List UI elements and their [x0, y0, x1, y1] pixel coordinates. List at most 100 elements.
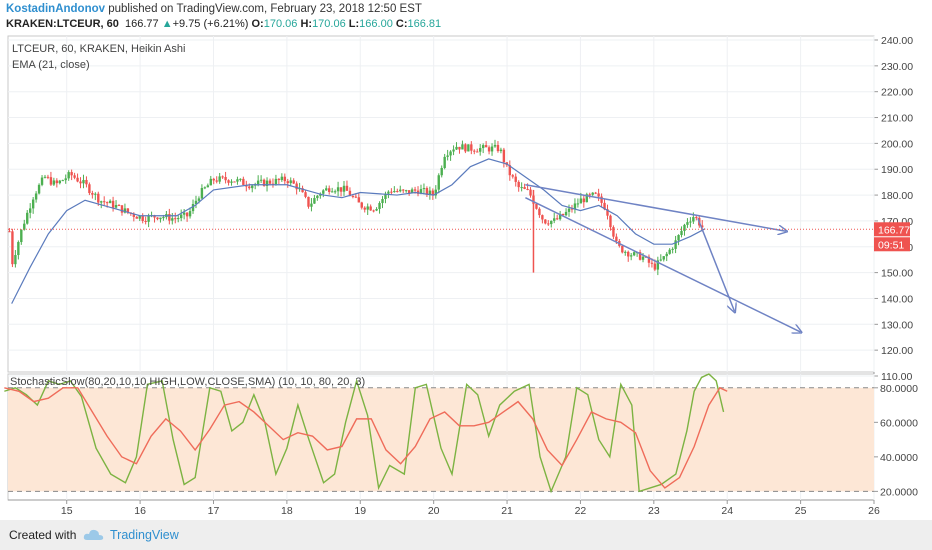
publish-text: published on TradingView.com, February 2…: [108, 3, 422, 15]
candle-body: [351, 195, 355, 197]
candle-body: [665, 253, 668, 257]
candle-body: [653, 263, 657, 270]
y-tick-label: 220.00: [881, 87, 913, 99]
candle-body: [606, 209, 609, 216]
candle-body: [567, 208, 571, 212]
candle-body: [659, 259, 662, 261]
candle-body: [523, 187, 526, 189]
tradingview-cloud-icon: [83, 529, 104, 540]
candle-body: [265, 180, 269, 186]
y-tick-label: 210.00: [881, 113, 913, 125]
candle-body: [328, 188, 331, 192]
candle-body: [520, 187, 523, 189]
candle-body: [171, 218, 174, 221]
candle-body: [162, 217, 165, 219]
x-tick-label: 25: [795, 505, 807, 517]
price-chart[interactable]: 240.00 230.00 220.00 210.00 200.00 190.00 180.…: [0, 0, 932, 520]
candle-body: [360, 202, 363, 208]
candle-body: [67, 172, 70, 179]
candle-body: [393, 191, 396, 193]
candle-body: [458, 146, 461, 150]
candle-body: [550, 220, 553, 225]
candle-body: [381, 199, 384, 204]
price-tag-label: 166.77: [878, 224, 910, 236]
candle-body: [588, 194, 591, 196]
candle-body: [609, 215, 612, 228]
triangle-up-icon: ▲: [161, 18, 173, 30]
footer-bar: Created with TradingView: [0, 520, 932, 550]
candle-body: [399, 189, 402, 192]
x-tick-label: 16: [134, 505, 146, 517]
candle-body: [496, 144, 500, 152]
candle-body: [600, 196, 603, 203]
candle-body: [615, 236, 618, 242]
candle-body: [147, 215, 150, 222]
candle-body: [535, 203, 538, 209]
candle-body: [490, 146, 494, 152]
candle-body: [97, 193, 100, 203]
candle-body: [138, 215, 141, 219]
candle-body: [280, 176, 284, 181]
candle-body: [76, 177, 79, 182]
candle-body: [179, 214, 183, 219]
y-tick-label: 240.00: [881, 35, 913, 47]
candle-body: [333, 191, 337, 193]
candle-body: [156, 217, 159, 220]
candle-body: [544, 219, 547, 224]
candle-body: [316, 195, 319, 199]
candle-body: [478, 148, 482, 152]
candle-body: [236, 179, 239, 182]
candle-body: [141, 215, 144, 221]
candle-body: [159, 217, 162, 220]
candle-body: [564, 211, 568, 216]
candle-body: [508, 165, 512, 176]
candle-body: [553, 218, 556, 221]
candle-body: [677, 235, 680, 241]
x-tick-label: 26: [868, 505, 880, 517]
candle-body: [689, 221, 692, 223]
tradingview-link[interactable]: TradingView: [110, 528, 179, 542]
candle-body: [419, 189, 423, 194]
candle-body: [541, 215, 544, 220]
candle-body: [396, 191, 399, 193]
candle-body: [153, 215, 156, 218]
candle-body: [437, 175, 440, 190]
candle-body: [34, 193, 38, 200]
candle-body: [37, 184, 41, 194]
candle-body: [14, 255, 17, 265]
candle-body: [182, 212, 186, 215]
trend-line-arrow: [525, 196, 800, 332]
candle-body: [248, 186, 251, 189]
candle-body: [336, 187, 340, 192]
osc-tick-label: 80.0000: [880, 383, 918, 395]
candle-body: [330, 191, 334, 193]
candle-body: [108, 200, 112, 204]
author-link[interactable]: KostadinAndonov: [6, 3, 106, 15]
candle-body: [262, 179, 266, 186]
y-tick-label: 230.00: [881, 61, 913, 73]
candle-body: [301, 188, 304, 193]
candle-body: [573, 203, 577, 210]
candle-body: [529, 189, 532, 196]
candle-body: [366, 206, 369, 210]
quote-bar: KRAKEN:LTCEUR, 60 166.77 ▲+9.75 (+6.21%)…: [6, 18, 441, 30]
close-value: 166.81: [407, 18, 442, 30]
symbol-label: KRAKEN:LTCEUR, 60: [6, 18, 119, 30]
candle-body: [135, 216, 138, 219]
x-tick-label: 24: [721, 505, 733, 517]
candle-body: [538, 208, 541, 216]
candle-body: [307, 196, 310, 207]
y-tick-label: 110.00: [881, 371, 912, 383]
y-tick-label: 140.00: [881, 293, 913, 305]
candle-body: [452, 149, 455, 152]
x-tick-label: 19: [354, 505, 366, 517]
candle-body: [384, 193, 387, 200]
candle-body: [431, 190, 435, 196]
candle-body: [434, 189, 437, 196]
candle-body: [641, 256, 645, 260]
candle-body: [576, 203, 580, 205]
candle-body: [277, 178, 281, 181]
candle-body: [144, 220, 147, 222]
candle-body: [558, 213, 562, 220]
candle-body: [52, 180, 56, 185]
